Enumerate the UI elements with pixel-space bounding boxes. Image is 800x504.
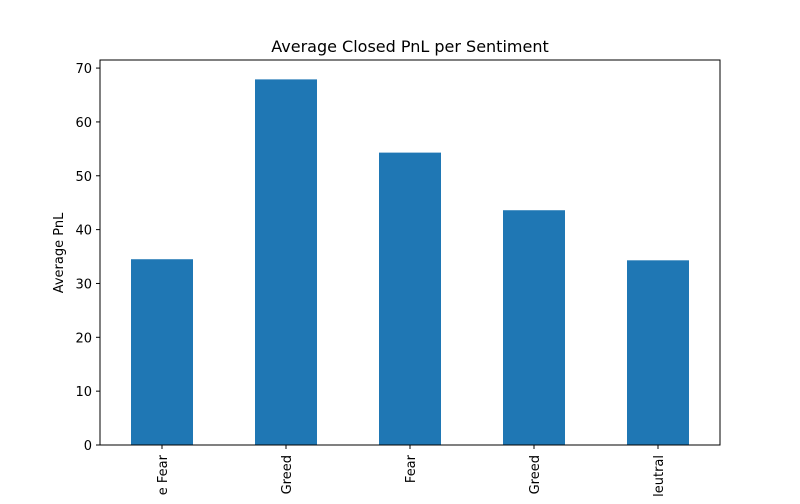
bar-2 xyxy=(255,79,317,445)
y-tick-label: 30 xyxy=(75,277,92,292)
x-tick-label: leutral xyxy=(652,455,667,497)
bars-group xyxy=(131,79,689,445)
y-tick-label: 10 xyxy=(75,385,92,400)
y-tick-label: 70 xyxy=(75,62,92,77)
chart-title: Average Closed PnL per Sentiment xyxy=(271,37,549,56)
y-tick-label: 60 xyxy=(75,116,92,131)
y-tick-label: 40 xyxy=(75,224,92,239)
bar-3 xyxy=(379,152,441,445)
y-axis-ticks: 0 10 20 30 40 50 60 70 xyxy=(75,62,100,454)
x-tick-label: Greed xyxy=(280,455,295,494)
bar-4 xyxy=(503,210,565,445)
x-tick-label: e Fear xyxy=(156,454,171,495)
y-tick-label: 0 xyxy=(84,439,92,454)
plot-frame xyxy=(99,59,721,446)
x-tick-label: Fear xyxy=(404,454,419,483)
y-tick-label: 20 xyxy=(75,331,92,346)
x-axis-ticks: e Fear Greed Fear Greed leutral xyxy=(156,445,667,497)
bar-5 xyxy=(627,260,689,445)
y-axis-label: Average PnL xyxy=(52,212,67,293)
bar-1 xyxy=(131,259,193,445)
x-tick-label: Greed xyxy=(528,455,543,494)
y-tick-label: 50 xyxy=(75,170,92,185)
